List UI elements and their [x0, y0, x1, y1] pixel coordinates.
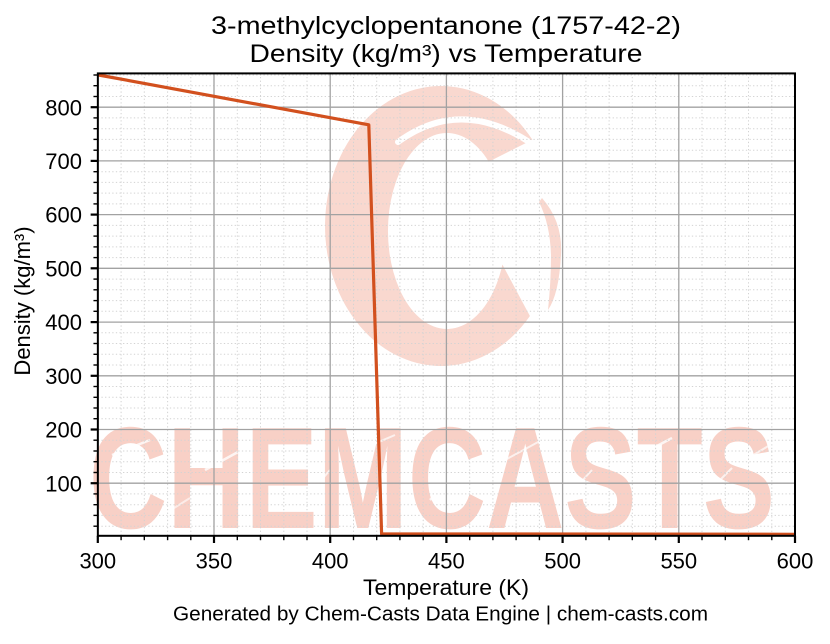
svg-text:200: 200	[45, 418, 82, 443]
svg-text:Temperature (K): Temperature (K)	[363, 575, 529, 600]
svg-text:Generated by Chem-Casts Data E: Generated by Chem-Casts Data Engine | ch…	[173, 604, 708, 626]
svg-text:500: 500	[45, 256, 82, 281]
svg-text:450: 450	[428, 549, 465, 574]
svg-text:400: 400	[312, 549, 349, 574]
svg-text:800: 800	[45, 95, 82, 120]
svg-text:600: 600	[45, 203, 82, 228]
svg-text:Density (kg/m³) vs Temperature: Density (kg/m³) vs Temperature	[250, 40, 643, 68]
svg-text:100: 100	[45, 471, 82, 496]
svg-text:3-methylcyclopentanone (1757-4: 3-methylcyclopentanone (1757-42-2)	[211, 12, 681, 40]
svg-text:700: 700	[45, 149, 82, 174]
svg-text:600: 600	[777, 549, 814, 574]
svg-text:550: 550	[660, 549, 697, 574]
svg-text:300: 300	[45, 364, 82, 389]
svg-text:500: 500	[544, 549, 581, 574]
svg-text:CHEMCASTS: CHEMCASTS	[89, 397, 775, 559]
svg-text:Density (kg/m³): Density (kg/m³)	[10, 226, 35, 375]
svg-text:400: 400	[45, 310, 82, 335]
svg-text:300: 300	[79, 549, 116, 574]
svg-text:350: 350	[196, 549, 233, 574]
